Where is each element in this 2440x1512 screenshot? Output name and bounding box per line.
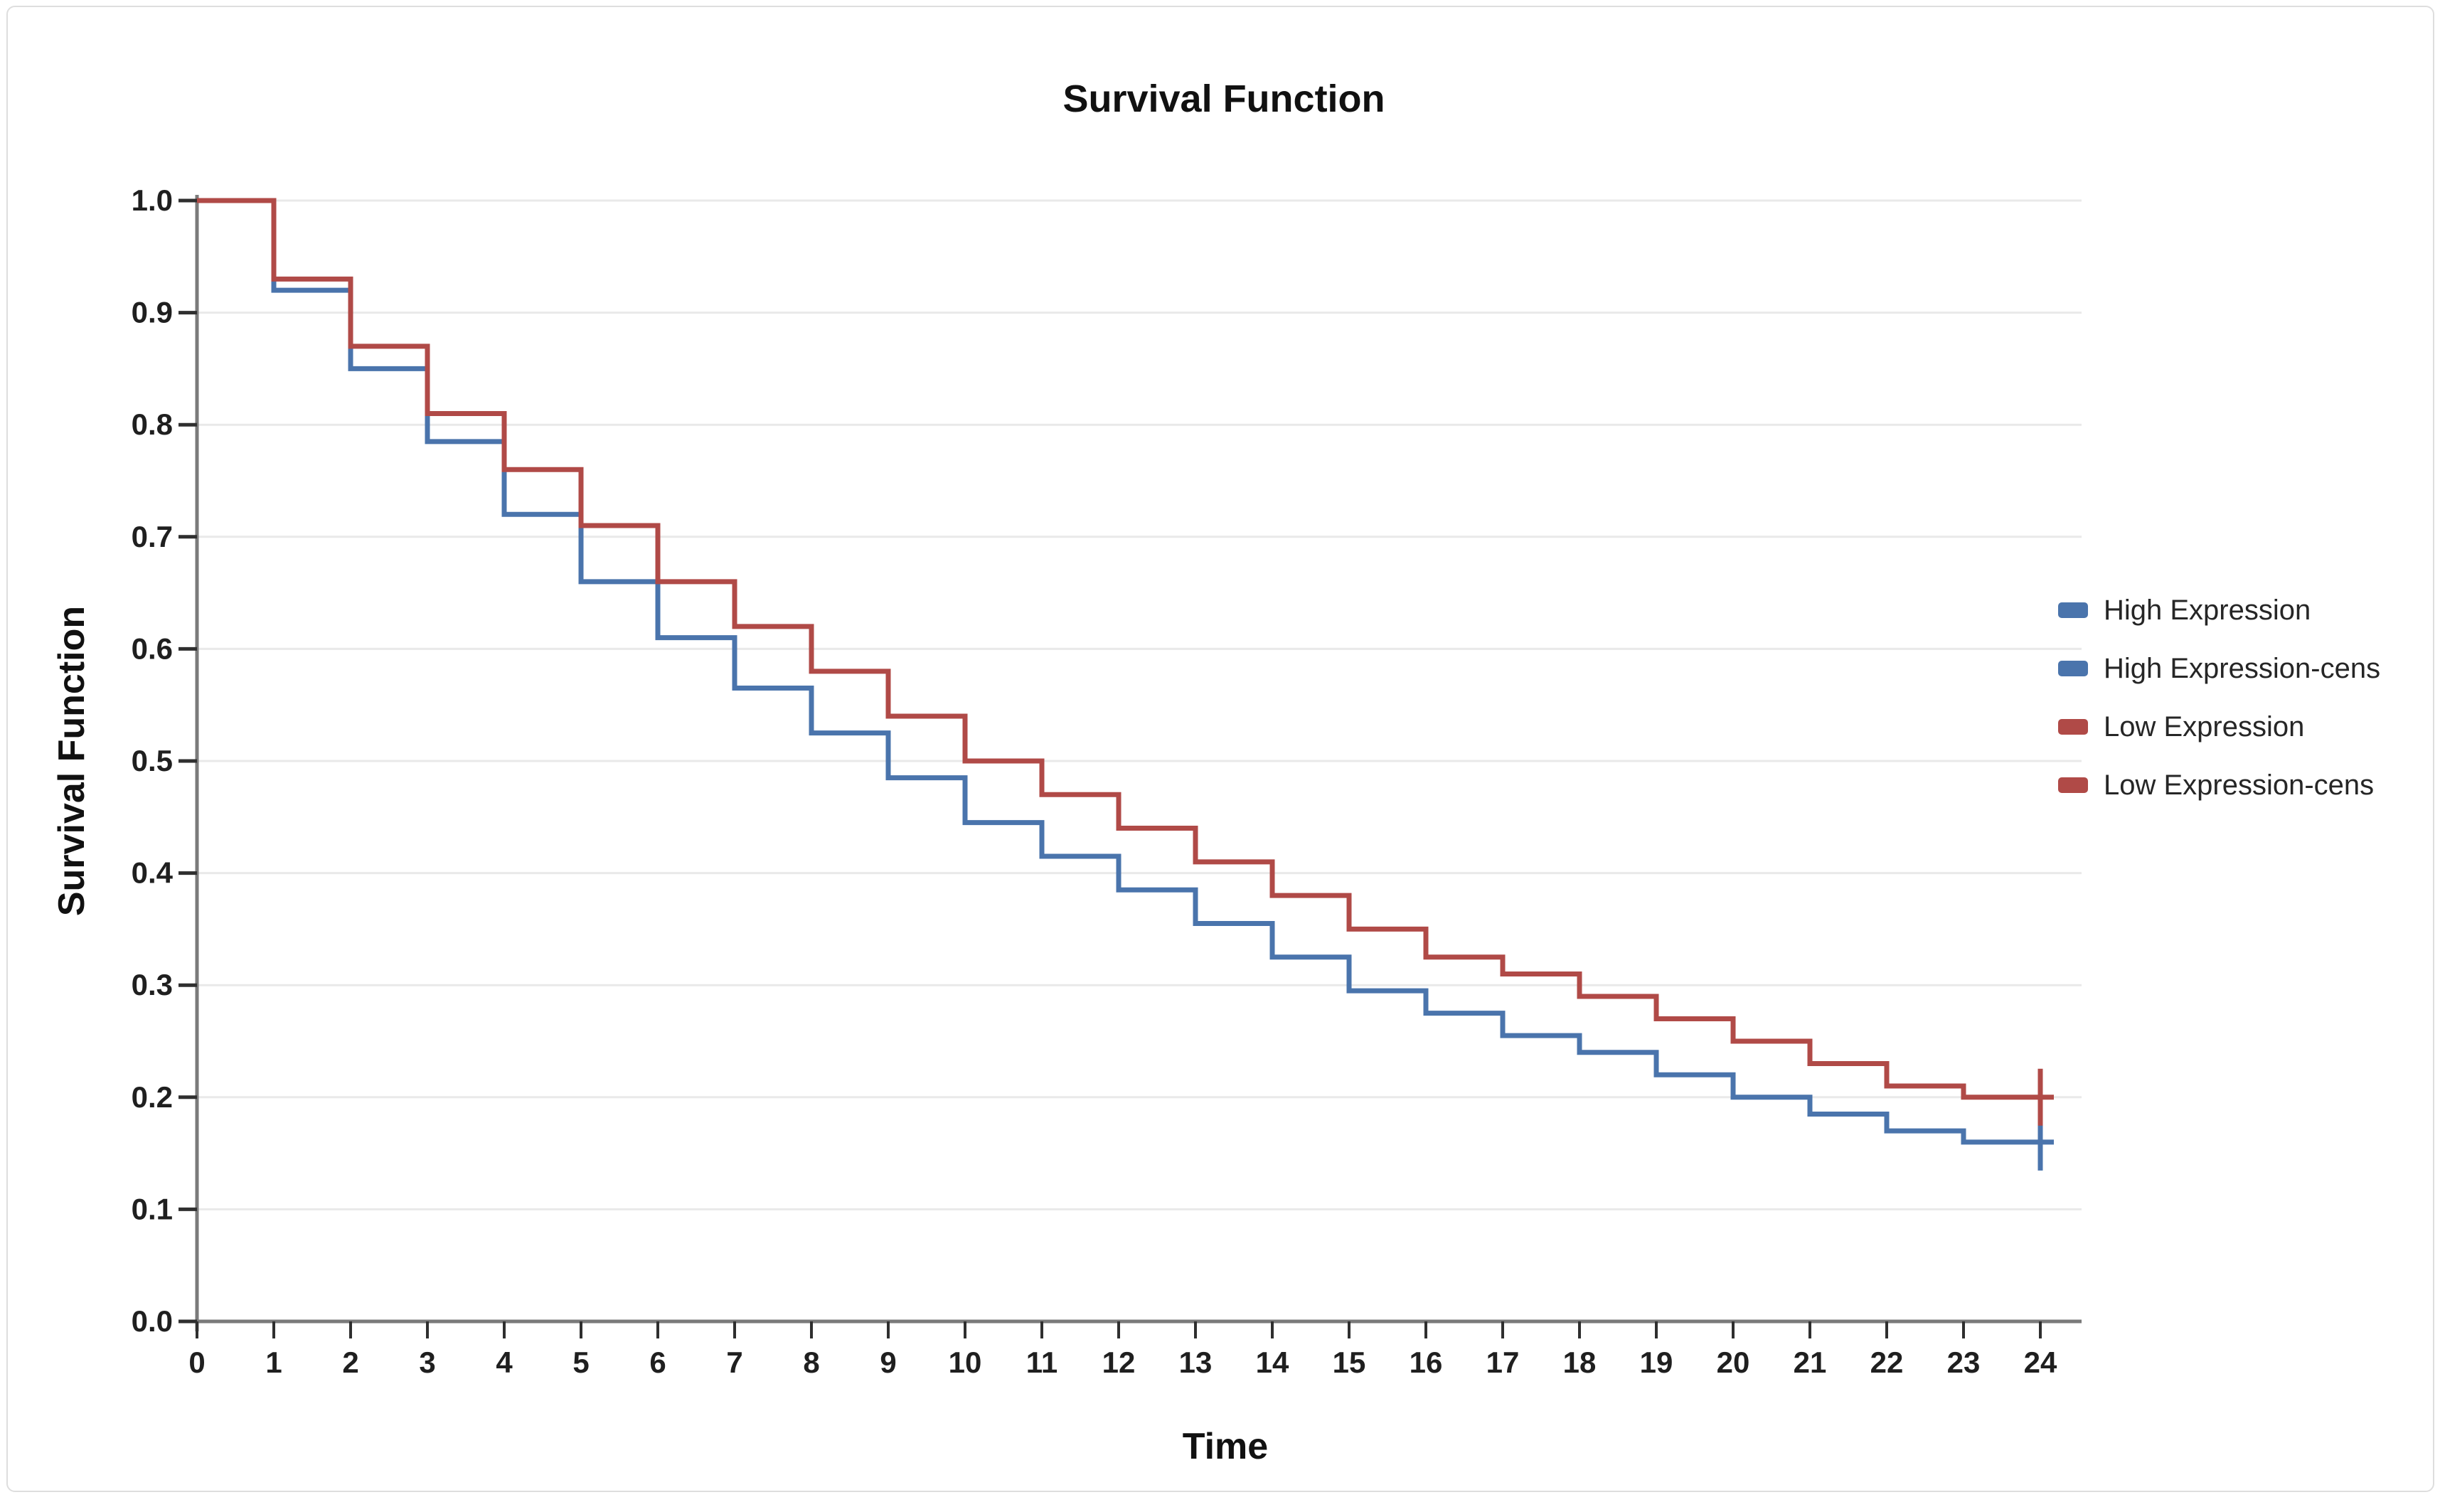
x-tick-label: 24 bbox=[2024, 1346, 2057, 1379]
legend-label: High Expression bbox=[2104, 594, 2311, 626]
legend: High Expression High Expression-cens Low E… bbox=[2058, 592, 2380, 826]
legend-item-high-expression: High Expression bbox=[2058, 592, 2380, 628]
x-tick-label: 4 bbox=[496, 1346, 513, 1379]
y-tick-label: 0.1 bbox=[132, 1192, 173, 1225]
legend-label: High Expression-cens bbox=[2104, 652, 2381, 684]
y-tick-label: 0.5 bbox=[132, 744, 173, 777]
y-tick-label: 0.7 bbox=[132, 520, 173, 553]
x-tick-label: 16 bbox=[1410, 1346, 1443, 1379]
x-tick-label: 11 bbox=[1026, 1346, 1057, 1379]
x-tick-label: 0 bbox=[188, 1346, 205, 1379]
x-tick-label: 9 bbox=[880, 1346, 896, 1379]
x-tick-label: 15 bbox=[1333, 1346, 1366, 1379]
legend-item-low-expression: Low Expression bbox=[2058, 709, 2380, 745]
x-tick-label: 13 bbox=[1179, 1346, 1213, 1379]
y-tick-label: 0.3 bbox=[132, 968, 173, 1001]
x-tick-label: 6 bbox=[649, 1346, 666, 1379]
x-tick-label: 22 bbox=[1870, 1346, 1904, 1379]
x-tick-label: 19 bbox=[1640, 1346, 1673, 1379]
y-tick-label: 0.6 bbox=[132, 632, 173, 665]
x-tick-label: 12 bbox=[1102, 1346, 1136, 1379]
x-tick-label: 5 bbox=[572, 1346, 589, 1379]
survival-plot: 0.00.10.20.30.40.50.60.70.80.91.00 1 2 3 4 5 6… bbox=[132, 183, 2082, 1379]
legend-swatch-icon bbox=[2058, 719, 2088, 735]
y-tick-label: 0.0 bbox=[132, 1304, 173, 1338]
x-tick-label: 17 bbox=[1486, 1346, 1520, 1379]
chart-frame: Survival Function Survival Function 0.0 0… bbox=[6, 6, 2434, 1492]
x-tick-label: 21 bbox=[1794, 1346, 1827, 1379]
legend-item-low-expression-cens: Low Expression-cens bbox=[2058, 767, 2380, 803]
y-tick-label: 1.0 bbox=[132, 183, 173, 217]
survival-curve-high-expression bbox=[197, 198, 2054, 1145]
legend-label: Low Expression-cens bbox=[2104, 769, 2375, 801]
x-tick-label: 8 bbox=[803, 1346, 819, 1379]
x-tick-label: 23 bbox=[1947, 1346, 1981, 1379]
x-tick-label: 18 bbox=[1563, 1346, 1597, 1379]
survival-curve-low-expression bbox=[197, 198, 2054, 1100]
x-tick-label: 2 bbox=[342, 1346, 358, 1379]
legend-swatch-icon bbox=[2058, 661, 2088, 676]
legend-label: Low Expression bbox=[2104, 710, 2305, 742]
legend-swatch-icon bbox=[2058, 602, 2088, 618]
y-tick-label: 0.2 bbox=[132, 1080, 173, 1114]
x-tick-label: 14 bbox=[1256, 1346, 1289, 1379]
x-tick-label: 3 bbox=[419, 1346, 435, 1379]
y-tick-label: 0.8 bbox=[132, 408, 173, 441]
x-axis-title: Time bbox=[1182, 1426, 1269, 1467]
legend-item-high-expression-cens: High Expression-cens bbox=[2058, 651, 2380, 686]
x-tick-label: 10 bbox=[949, 1346, 982, 1379]
x-tick-label: 20 bbox=[1717, 1346, 1750, 1379]
chart-title: Survival Function bbox=[1062, 78, 1385, 120]
x-tick-label: 7 bbox=[726, 1346, 742, 1379]
x-tick-label: 1 bbox=[265, 1346, 282, 1379]
y-tick-label: 0.9 bbox=[132, 296, 173, 329]
legend-swatch-icon bbox=[2058, 777, 2088, 793]
y-tick-label: 0.4 bbox=[132, 856, 174, 890]
